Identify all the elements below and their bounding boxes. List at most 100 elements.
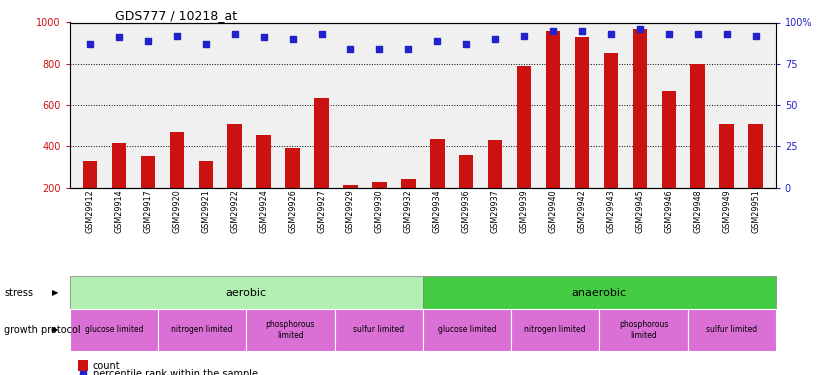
Text: GSM29929: GSM29929: [346, 189, 355, 233]
Text: growth protocol: growth protocol: [4, 325, 80, 335]
Point: [517, 33, 530, 39]
Point: [749, 33, 762, 39]
Bar: [687, 309, 776, 351]
Point: [460, 41, 473, 47]
Text: GSM29940: GSM29940: [548, 189, 557, 233]
Point: [141, 38, 154, 44]
Text: GSM29934: GSM29934: [433, 189, 442, 233]
Point: [488, 36, 502, 42]
Bar: [112, 143, 126, 229]
Text: phosphorous
limited: phosphorous limited: [619, 320, 668, 340]
Point: [633, 26, 646, 32]
Bar: [599, 309, 688, 351]
Text: sulfur limited: sulfur limited: [706, 326, 757, 334]
Text: GSM29951: GSM29951: [751, 189, 760, 233]
Text: GSM29921: GSM29921: [201, 189, 210, 233]
Bar: [70, 309, 158, 351]
Text: nitrogen limited: nitrogen limited: [525, 326, 586, 334]
Bar: [719, 124, 734, 229]
Bar: [603, 54, 618, 229]
Point: [576, 28, 589, 34]
Text: GDS777 / 10218_at: GDS777 / 10218_at: [115, 9, 237, 22]
Bar: [459, 154, 474, 229]
Point: [112, 34, 126, 40]
Bar: [314, 98, 328, 229]
Text: nitrogen limited: nitrogen limited: [172, 326, 233, 334]
Bar: [749, 124, 763, 229]
Bar: [430, 139, 444, 229]
Bar: [170, 132, 184, 229]
Point: [720, 31, 733, 37]
Text: GSM29927: GSM29927: [317, 189, 326, 233]
Bar: [401, 179, 415, 229]
Text: GSM29936: GSM29936: [461, 189, 470, 233]
Text: count: count: [93, 361, 121, 370]
Text: GSM29912: GSM29912: [85, 189, 94, 233]
Bar: [517, 66, 531, 229]
Bar: [227, 124, 242, 229]
Point: [604, 31, 617, 37]
Point: [200, 41, 213, 47]
Point: [315, 31, 328, 37]
Bar: [140, 156, 155, 229]
Point: [547, 28, 560, 34]
Text: stress: stress: [4, 288, 33, 297]
Text: GSM29948: GSM29948: [693, 189, 702, 233]
Point: [228, 31, 241, 37]
Point: [373, 46, 386, 52]
Text: anaerobic: anaerobic: [571, 288, 627, 297]
Bar: [633, 29, 647, 229]
Point: [257, 34, 270, 40]
Bar: [199, 160, 213, 229]
Text: GSM29937: GSM29937: [491, 189, 500, 233]
Point: [122, 320, 135, 326]
Bar: [488, 140, 502, 229]
Text: aerobic: aerobic: [226, 288, 267, 297]
Text: ▶: ▶: [52, 326, 58, 334]
Point: [170, 33, 183, 39]
Bar: [511, 309, 599, 351]
Text: GSM29945: GSM29945: [635, 189, 644, 233]
Bar: [286, 148, 300, 229]
Text: GSM29939: GSM29939: [520, 189, 529, 233]
Bar: [335, 309, 423, 351]
Text: GSM29949: GSM29949: [722, 189, 732, 233]
Text: GSM29930: GSM29930: [375, 189, 384, 233]
Text: percentile rank within the sample: percentile rank within the sample: [93, 369, 258, 375]
Text: sulfur limited: sulfur limited: [353, 326, 404, 334]
Text: GSM29942: GSM29942: [577, 189, 586, 233]
Bar: [256, 135, 271, 229]
Point: [344, 46, 357, 52]
Bar: [423, 276, 776, 309]
Bar: [158, 309, 246, 351]
Text: GSM29924: GSM29924: [259, 189, 268, 233]
Bar: [83, 160, 97, 229]
Point: [663, 31, 676, 37]
Point: [401, 46, 415, 52]
Bar: [575, 37, 589, 229]
Point: [431, 38, 444, 44]
Bar: [343, 186, 358, 229]
Text: GSM29932: GSM29932: [404, 189, 413, 233]
Text: GSM29914: GSM29914: [114, 189, 123, 233]
Text: GSM29917: GSM29917: [144, 189, 153, 233]
Text: GSM29926: GSM29926: [288, 189, 297, 233]
Text: GSM29922: GSM29922: [230, 189, 239, 233]
Point: [84, 41, 97, 47]
Text: ▶: ▶: [52, 288, 58, 297]
Point: [286, 36, 299, 42]
Bar: [662, 91, 676, 229]
Bar: [690, 64, 705, 229]
Text: GSM29920: GSM29920: [172, 189, 181, 233]
Bar: [423, 309, 511, 351]
Bar: [546, 31, 560, 229]
Text: GSM29943: GSM29943: [607, 189, 616, 233]
Text: glucose limited: glucose limited: [85, 326, 143, 334]
Text: phosphorous
limited: phosphorous limited: [266, 320, 315, 340]
Point: [691, 31, 704, 37]
Bar: [70, 276, 423, 309]
Bar: [246, 309, 335, 351]
Text: GSM29946: GSM29946: [664, 189, 673, 233]
Bar: [372, 182, 387, 229]
Text: glucose limited: glucose limited: [438, 326, 496, 334]
